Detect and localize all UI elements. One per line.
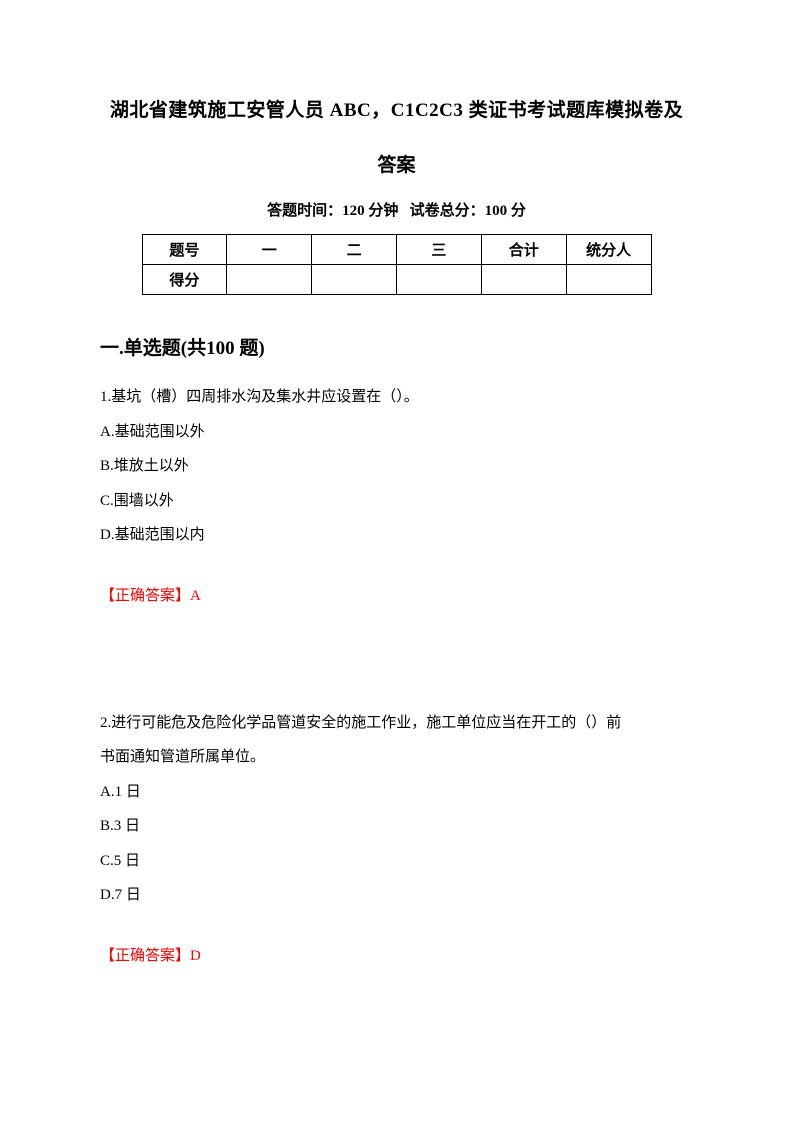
table-header: 题号	[142, 235, 227, 265]
question-body-line1: 进行可能危及危险化学品管道安全的施工作业，施工单位应当在开工的（）前	[111, 715, 621, 731]
option-b: B.堆放土以外	[100, 449, 693, 484]
option-a: A.基础范围以外	[100, 415, 693, 450]
answer: 【正确答案】A	[100, 581, 693, 611]
question-text: 1.基坑（槽）四周排水沟及集水井应设置在（）。	[100, 380, 693, 415]
table-header: 三	[396, 235, 481, 265]
question-block: 2.进行可能危及危险化学品管道安全的施工作业，施工单位应当在开工的（）前 书面通…	[100, 706, 693, 971]
exam-info: 答题时间：120 分钟 试卷总分：100 分	[100, 199, 693, 220]
time-label: 答题时间：	[267, 203, 342, 219]
score-table: 题号 一 二 三 合计 统分人 得分	[142, 234, 652, 295]
section-title: 一.单选题(共100 题)	[100, 333, 693, 360]
page-title-line2: 答案	[100, 150, 693, 177]
time-value: 120 分钟	[342, 203, 398, 219]
score-label: 试卷总分：	[410, 203, 485, 219]
option-d: D.基础范围以内	[100, 518, 693, 553]
answer: 【正确答案】D	[100, 941, 693, 971]
table-header: 二	[312, 235, 397, 265]
table-header-row: 题号 一 二 三 合计 统分人	[142, 235, 651, 265]
option-a: A.1 日	[100, 775, 693, 810]
table-cell	[481, 265, 566, 295]
table-cell	[227, 265, 312, 295]
question-number: 1.	[100, 389, 111, 405]
option-d: D.7 日	[100, 878, 693, 913]
page-title-line1: 湖北省建筑施工安管人员 ABC，C1C2C3 类证书考试题库模拟卷及	[100, 95, 693, 122]
table-header: 一	[227, 235, 312, 265]
table-header: 合计	[481, 235, 566, 265]
question-body: 基坑（槽）四周排水沟及集水井应设置在（）。	[111, 389, 419, 405]
score-value: 100 分	[485, 203, 526, 219]
table-cell	[396, 265, 481, 295]
table-cell	[312, 265, 397, 295]
option-c: C.围墙以外	[100, 484, 693, 519]
question-block: 1.基坑（槽）四周排水沟及集水井应设置在（）。 A.基础范围以外 B.堆放土以外…	[100, 380, 693, 611]
option-c: C.5 日	[100, 844, 693, 879]
table-cell	[566, 265, 651, 295]
question-number: 2.	[100, 715, 111, 731]
question-body-line2: 书面通知管道所属单位。	[100, 740, 693, 775]
table-score-row: 得分	[142, 265, 651, 295]
question-text: 2.进行可能危及危险化学品管道安全的施工作业，施工单位应当在开工的（）前	[100, 706, 693, 741]
option-b: B.3 日	[100, 809, 693, 844]
table-header: 统分人	[566, 235, 651, 265]
table-cell: 得分	[142, 265, 227, 295]
